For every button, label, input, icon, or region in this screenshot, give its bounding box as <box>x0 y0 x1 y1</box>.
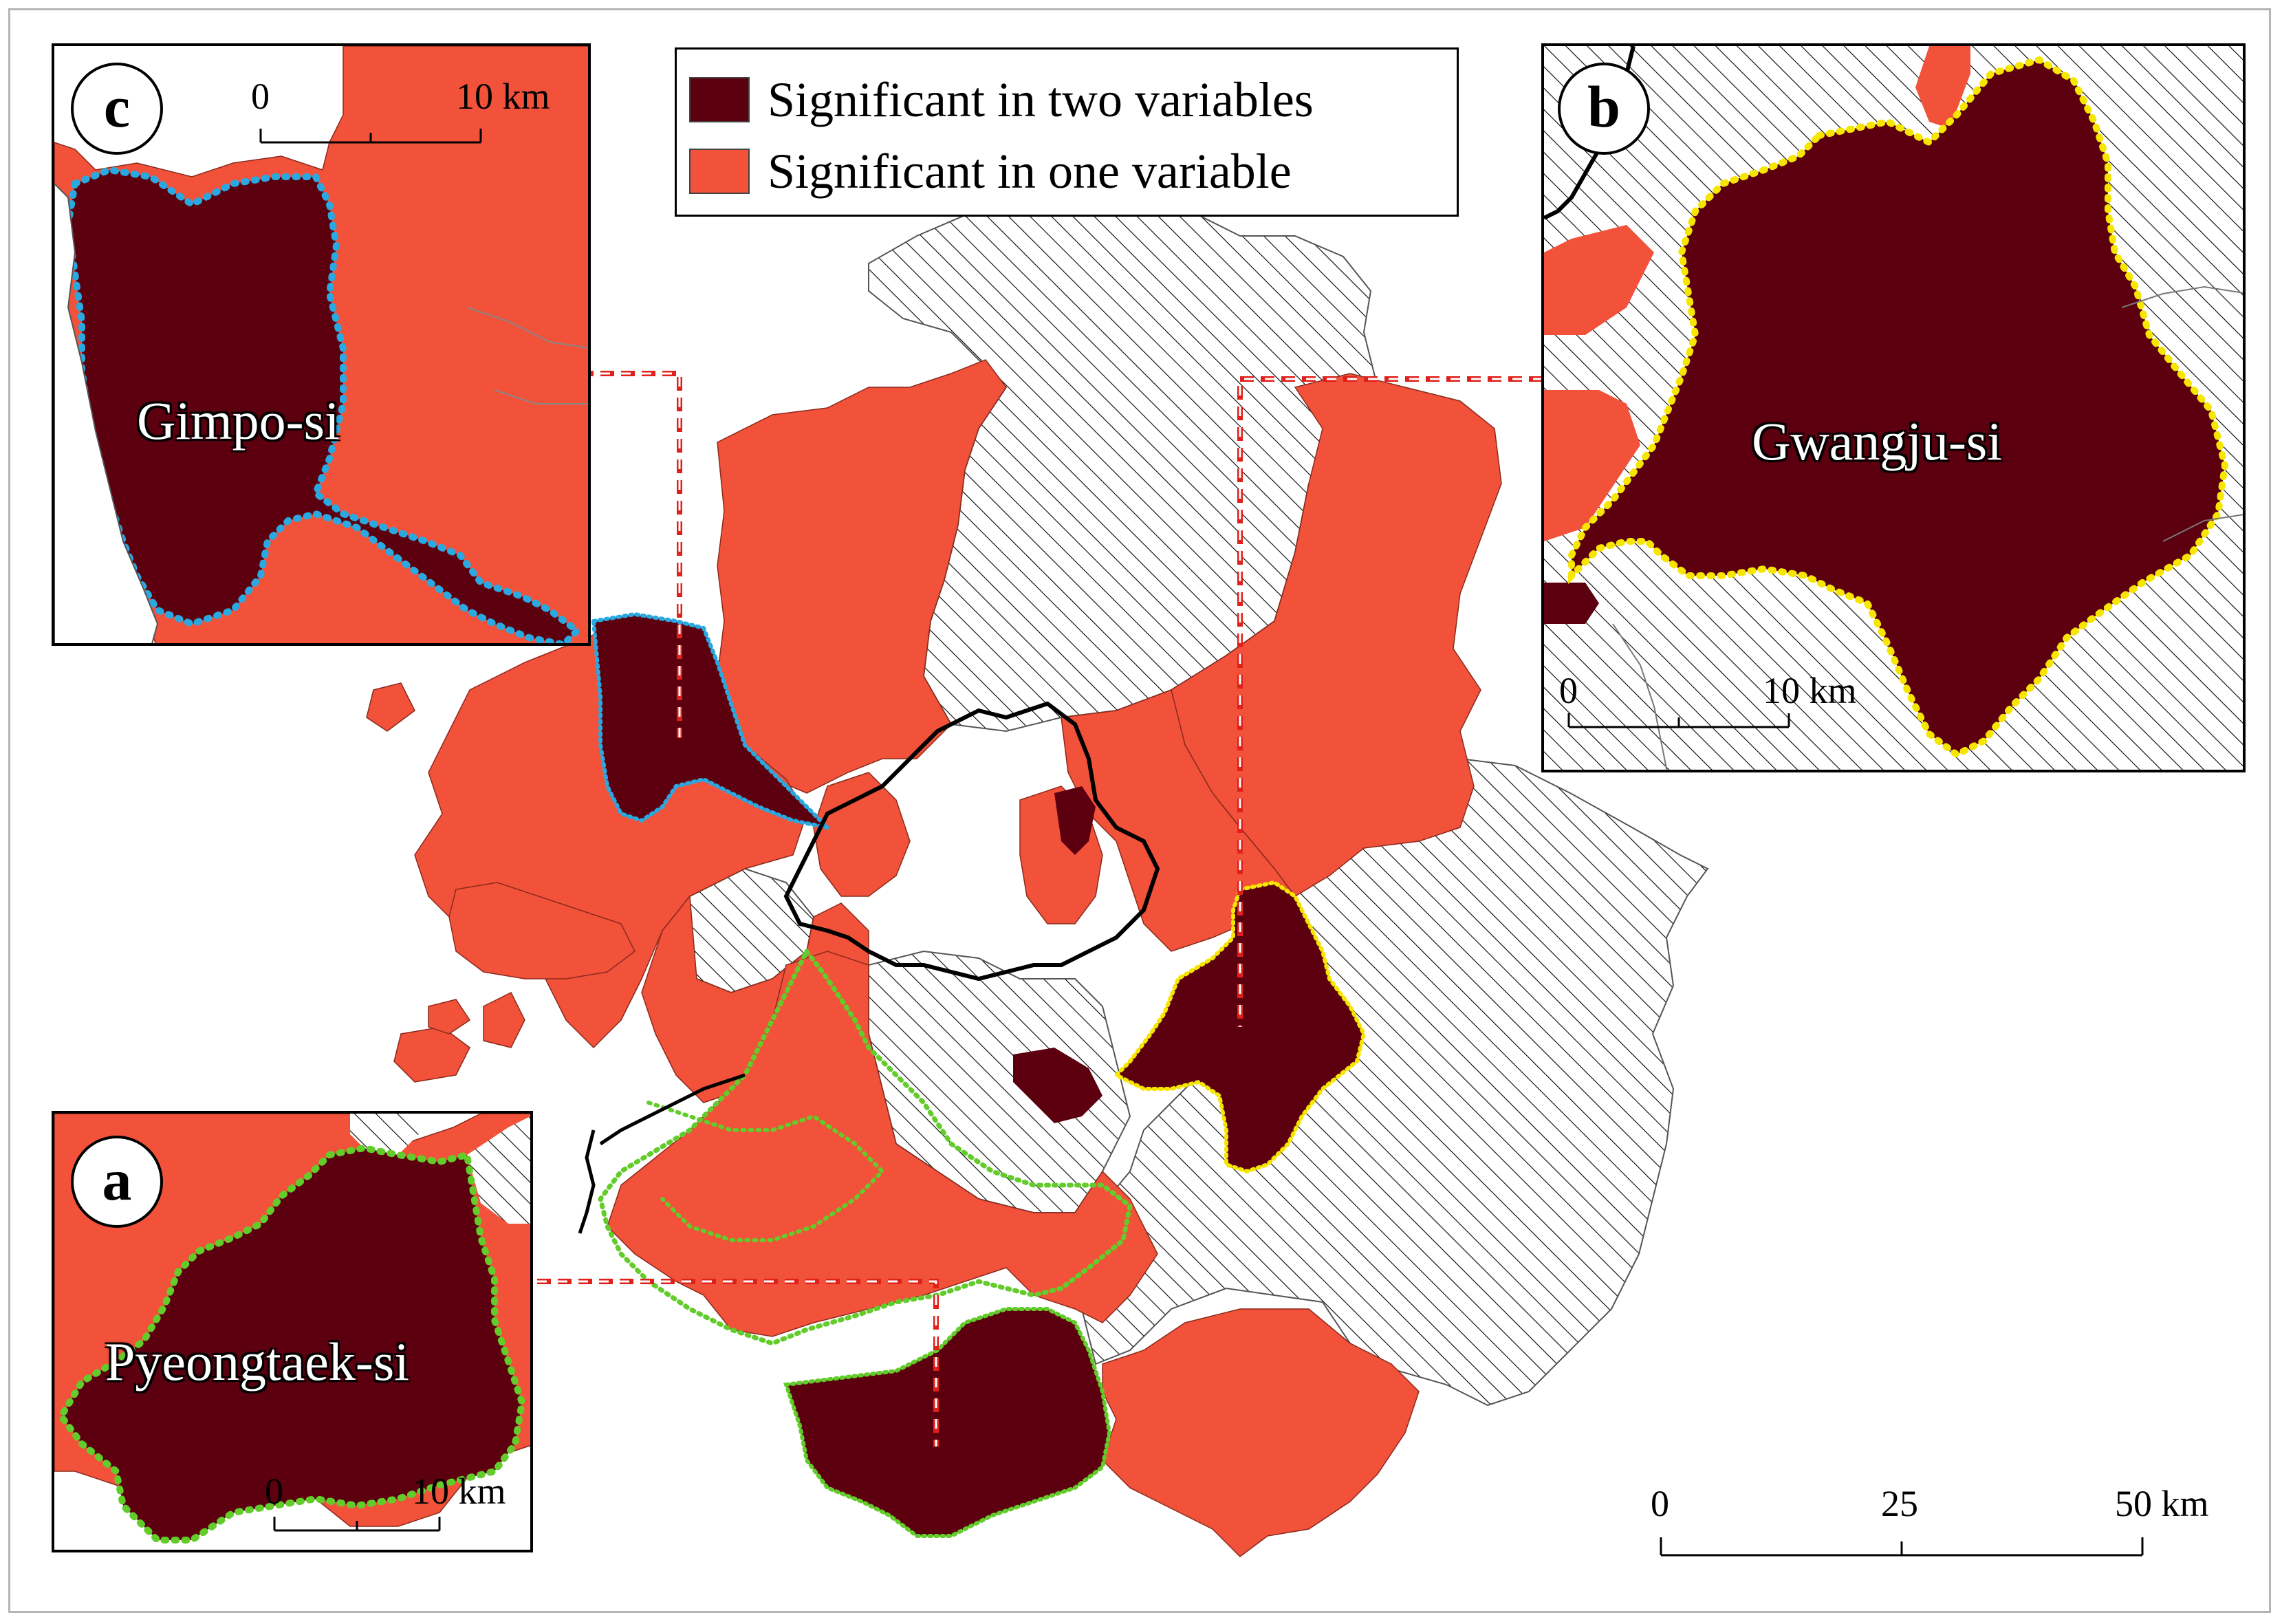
inset-b-map <box>1544 46 2243 770</box>
inset-b-one-variable-left <box>1544 225 1654 335</box>
inset-a-scale-label-0: 0 <box>265 1471 283 1512</box>
inset-c-scale-label-10: 10 km <box>456 76 550 117</box>
legend-swatch-two-variables <box>689 77 750 122</box>
small-island-3 <box>428 999 471 1035</box>
two-variable-regions <box>591 611 1367 1538</box>
pyeongtaek-main <box>783 1307 1112 1538</box>
inset-b-gwangju <box>1568 56 2229 759</box>
inset-b-scale-label-10: 10 km <box>1763 670 1857 711</box>
main-scale-bar <box>1660 1537 2144 1557</box>
inset-b-gwangju: b 0 10 km Gwangju-si <box>1541 43 2246 772</box>
inset-b-dark-small <box>1544 583 1599 624</box>
inset-c-gimpo: c 0 10 km Gimpo-si <box>52 43 591 646</box>
inset-c-river <box>54 182 159 643</box>
legend-swatch-one-variable <box>689 149 750 194</box>
inset-b-one-variable-west <box>1544 390 1640 541</box>
inset-a-scale-label-10: 10 km <box>412 1471 506 1512</box>
legend-label-one-variable: Significant in one variable <box>768 143 1292 199</box>
inset-b-scale-label-0: 0 <box>1559 670 1578 711</box>
southern-dark-district <box>1013 1048 1102 1123</box>
inset-b-one-variable-top <box>1915 46 1970 129</box>
inset-c-boundary <box>466 307 588 404</box>
inset-a-pyeongtaek: a 0 10 km Pyeongtaek-si <box>52 1111 533 1552</box>
inset-b-place-label: Gwangju-si <box>1752 411 2002 471</box>
coastline <box>578 1073 746 1234</box>
legend-label-two-variables: Significant in two variables <box>768 72 1314 127</box>
seoul-inner-region <box>813 772 911 897</box>
small-island-2 <box>366 682 415 732</box>
inset-b-badge: b <box>1558 63 1650 155</box>
inset-c-badge: c <box>71 63 163 155</box>
main-scale-label-0: 0 <box>1651 1483 1669 1524</box>
small-island-1 <box>483 991 525 1048</box>
inset-a-badge: a <box>71 1136 163 1228</box>
inset-c-place-label: Gimpo-si <box>137 391 340 451</box>
pyeongtaek-inner-boundary <box>646 1101 886 1242</box>
inset-a-pyeongtaek <box>56 1144 526 1544</box>
main-scale-label-25: 25 <box>1881 1483 1918 1524</box>
inset-a-hatched-top <box>350 1114 419 1155</box>
map-frame: Significant in two variables Significant… <box>8 8 2271 1613</box>
inset-a-hatched-right <box>467 1116 530 1224</box>
southeast-region <box>1102 1308 1420 1557</box>
legend: Significant in two variables Significant… <box>675 47 1459 217</box>
seoul-dark-district <box>1054 786 1096 855</box>
southwest-island <box>393 1026 470 1083</box>
seoul-boundary <box>783 701 1160 982</box>
main-map <box>208 193 1955 1557</box>
inset-c-scale-label-0: 0 <box>251 76 270 117</box>
inset-b-grey-boundaries <box>1612 285 2243 770</box>
inset-a-map <box>54 1114 530 1550</box>
island-region <box>448 882 635 979</box>
gimpo-main <box>591 611 834 831</box>
northeast-region <box>1171 373 1502 897</box>
legend-item-one-variable: Significant in one variable <box>689 140 1292 202</box>
main-scale-label-50: 50 km <box>2115 1483 2209 1524</box>
inset-a-place-label: Pyeongtaek-si <box>105 1332 409 1392</box>
legend-item-two-variables: Significant in two variables <box>689 69 1314 131</box>
